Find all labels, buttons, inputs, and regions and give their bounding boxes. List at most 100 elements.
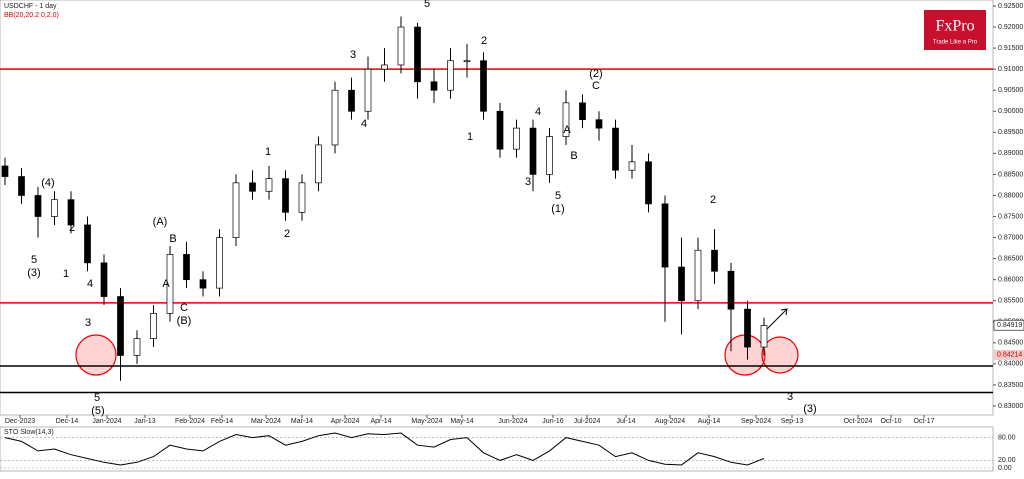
candle-body: [117, 296, 124, 356]
wave-label: (3): [803, 403, 816, 415]
last-price-label: 0.84919: [997, 322, 1022, 329]
candle-body: [612, 127, 619, 171]
wave-label: A: [563, 124, 571, 136]
y-tick-label: 0.87000: [998, 234, 1023, 241]
wave-label: 4: [361, 118, 367, 130]
wave-label: 1: [63, 268, 69, 280]
y-tick-label: 0.91500: [998, 45, 1023, 52]
candle-body: [67, 199, 75, 226]
x-tick-label: Jun-2024: [498, 418, 527, 425]
candle-body: [480, 60, 487, 112]
wave-label: 5: [424, 0, 430, 10]
candle-body: [232, 182, 240, 238]
y-tick-label: 0.88500: [998, 171, 1023, 178]
chart-title: USDCHF - 1 day: [4, 3, 57, 10]
y-tick-label: 0.89500: [998, 129, 1023, 136]
wave-label: 4: [87, 278, 93, 290]
candle-body: [628, 161, 636, 171]
candle-body: [34, 195, 42, 217]
candle-body: [463, 60, 471, 63]
candle-body: [249, 182, 256, 192]
wave-label: 2: [284, 228, 290, 240]
candle-body: [661, 203, 669, 268]
wave-label: 2: [710, 194, 716, 206]
x-tick-label: Mar-2024: [251, 418, 281, 425]
candle-body: [265, 178, 273, 192]
wave-label: B: [570, 150, 577, 162]
indicator-frame: [0, 426, 994, 472]
indicator-tick-label: 20.00: [998, 457, 1016, 464]
x-tick-label: Feb-2024: [175, 418, 205, 425]
wave-label: 2: [69, 222, 75, 234]
candle-body: [331, 89, 339, 146]
y-tick-label: 0.85500: [998, 298, 1023, 305]
candle-body: [546, 136, 553, 175]
x-tick-label: Jan-2024: [92, 418, 121, 425]
x-tick-label: Aug-2024: [655, 418, 685, 425]
candle-body: [150, 313, 157, 339]
indicator-title: STO Slow(14,3): [4, 429, 54, 436]
x-tick-label: Oct-17: [913, 418, 934, 425]
wave-label: (5): [91, 405, 104, 417]
candle-body: [183, 254, 190, 281]
y-tick-label: 0.84500: [998, 340, 1023, 347]
logo-text: FxPro: [935, 18, 974, 35]
x-tick-label: Oct-10: [880, 418, 901, 425]
wave-label: C: [592, 80, 600, 92]
candle-body: [397, 26, 405, 66]
wave-label: B: [169, 233, 176, 245]
x-tick-label: May-2024: [411, 418, 442, 425]
wave-label: 1: [265, 146, 271, 158]
y-tick-label: 0.90000: [998, 108, 1023, 115]
bid-price-box: [994, 349, 1024, 360]
chart-subtitle: BB(20,20.2 0,2.0): [4, 12, 59, 19]
indicator-line: [4, 432, 765, 466]
wave-label: 5: [31, 254, 37, 266]
wave-label: (B): [177, 315, 192, 327]
y-tick-label: 0.84000: [998, 361, 1023, 368]
candle-body: [496, 110, 504, 150]
brand-logo: FxPro Trade Like a Pro: [924, 10, 986, 50]
x-tick-label: Jan-13: [134, 418, 156, 425]
y-tick-label: 0.92000: [998, 24, 1023, 31]
wave-label: C: [180, 302, 188, 314]
candle-body: [298, 182, 306, 213]
y-tick-label: 0.88000: [998, 192, 1023, 199]
plot-frame: [0, 0, 994, 416]
candle-body: [364, 68, 372, 112]
x-tick-label: Sep-13: [781, 418, 804, 425]
indicator-tick-label: 80.00: [998, 434, 1016, 441]
x-tick-label: Apr-14: [370, 418, 391, 425]
wave-label: 3: [787, 391, 793, 403]
wave-label: (A): [153, 216, 168, 228]
candle-body: [678, 266, 685, 302]
y-tick-label: 0.83000: [998, 403, 1023, 410]
candle-body: [51, 199, 58, 217]
wave-label: (1): [551, 203, 564, 215]
candle-body: [595, 119, 603, 129]
wave-label: 3: [350, 49, 356, 61]
forecast-arrow: [765, 308, 788, 331]
wave-label: 3: [85, 317, 91, 329]
x-tick-label: Jul-2024: [574, 418, 601, 425]
logo-box: [924, 10, 986, 50]
x-tick-label: Mar-14: [291, 418, 313, 425]
candle-body: [1, 165, 9, 177]
y-tick-label: 0.92500: [998, 3, 1023, 10]
candle-body: [529, 127, 537, 175]
x-tick-label: May-14: [450, 418, 473, 425]
candle-body: [414, 26, 421, 83]
candle-body: [694, 249, 702, 302]
candle-body: [282, 178, 289, 213]
wave-label: A: [162, 278, 170, 290]
wave-label: (2): [589, 68, 602, 80]
y-tick-label: 0.86500: [998, 255, 1023, 262]
logo-tagline: Trade Like a Pro: [933, 40, 978, 46]
wave-label: (4): [41, 177, 54, 189]
candle-body: [645, 161, 652, 205]
x-tick-label: Apr-2024: [331, 418, 360, 425]
wave-label: 4: [535, 106, 541, 118]
x-tick-label: Oct-2024: [844, 418, 873, 425]
highlight-circle: [761, 336, 799, 374]
